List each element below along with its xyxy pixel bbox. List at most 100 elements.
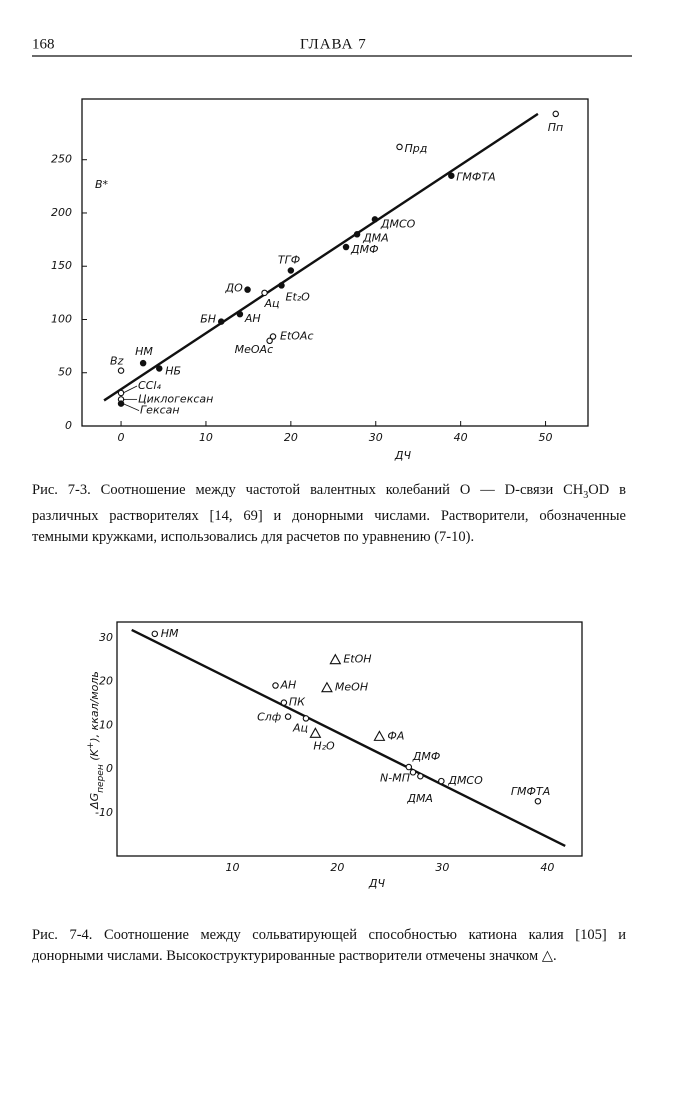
y-tick-label: 30 <box>99 631 113 644</box>
point-label: Ац <box>292 721 308 734</box>
point-filled <box>139 359 147 367</box>
point-open <box>266 337 273 345</box>
point-open <box>396 143 403 151</box>
y-tick-label: 20 <box>99 675 113 688</box>
x-axis-label: ДЧ <box>394 449 412 462</box>
point-label: ПК <box>289 696 306 709</box>
point-triangle <box>320 681 333 693</box>
x-tick-label: 50 <box>539 431 553 444</box>
point-filled <box>278 282 285 289</box>
y-axis-label-part: (K <box>88 748 101 764</box>
point-label: EtOH <box>343 653 371 666</box>
point-open <box>261 289 268 297</box>
point-label: ДМСО <box>447 774 483 787</box>
caption-text: OD в различных растворителях [14, 69] и … <box>32 482 626 545</box>
point-label: ФА <box>387 729 404 742</box>
point-open <box>269 333 277 340</box>
point-filled <box>353 231 361 238</box>
point-open <box>280 699 288 706</box>
point-label: ДМФ <box>350 243 379 256</box>
caption: Рис. 7-4. Соотношение между сольватирующ… <box>32 925 626 967</box>
y-tick-label: 10 <box>99 718 113 731</box>
y-axis-label: B* <box>95 178 109 191</box>
y-tick-label: 0 <box>65 419 72 432</box>
point-open <box>117 367 125 374</box>
point-open <box>151 630 159 638</box>
point-filled <box>244 286 251 293</box>
fit-line <box>103 112 539 402</box>
point-label: Ац <box>264 297 280 310</box>
point-open <box>409 769 417 776</box>
y-axis-label-part: ), ккал/моль <box>88 671 101 743</box>
x-tick-label: 10 <box>225 861 239 874</box>
y-axis-label-part: + <box>86 742 96 750</box>
y-tick-label: 150 <box>51 259 72 272</box>
point-open <box>117 389 125 397</box>
y-tick-label: 250 <box>51 153 72 166</box>
caption-text: Рис. 7-4. Соотношение между сольватирующ… <box>32 927 626 964</box>
point-label: НМ <box>135 345 153 358</box>
y-tick-label: -10 <box>95 806 113 819</box>
point-label: ТГФ <box>278 253 300 266</box>
point-open <box>405 763 413 771</box>
point-label: EtOAc <box>280 330 314 343</box>
point-label: CCl₄ <box>138 379 161 392</box>
point-open <box>552 110 559 118</box>
x-tick-label: 40 <box>540 861 554 874</box>
point-open <box>438 777 445 785</box>
point-triangle <box>329 653 342 665</box>
point-open <box>417 772 424 780</box>
x-tick-label: 20 <box>330 861 344 874</box>
point-label: ДМФ <box>412 750 441 763</box>
point-filled <box>217 318 225 325</box>
point-label: N-МП <box>380 771 410 784</box>
page-number: 168 <box>32 36 55 52</box>
point-label: АН <box>279 679 296 692</box>
point-label: БН <box>200 313 216 326</box>
x-tick-label: 0 <box>118 431 125 444</box>
point-label: Прд <box>405 142 428 155</box>
chapter-title: ГЛАВА 7 <box>300 36 367 52</box>
y-tick-label: 50 <box>58 366 72 379</box>
point-filled <box>236 310 244 318</box>
leader-line <box>122 403 140 411</box>
point-open <box>534 797 542 805</box>
point-label: ДМА <box>362 231 389 244</box>
point-open <box>272 682 279 689</box>
y-tick-label: 200 <box>51 206 72 219</box>
point-triangle <box>373 730 386 741</box>
point-label: Слф <box>257 711 281 724</box>
point-label: ДО <box>225 282 244 295</box>
point-filled <box>156 365 163 372</box>
fit-line <box>131 628 566 847</box>
point-filled <box>117 400 125 407</box>
y-tick-label: 100 <box>51 312 72 325</box>
point-label: Et₂O <box>286 290 311 303</box>
point-label: ГМФТА <box>456 171 495 184</box>
point-label: НБ <box>165 364 181 377</box>
y-axis-label-part: ΔG <box>88 793 101 810</box>
caption-text: Рис. 7-3. Соотношение между частотой вал… <box>32 482 584 498</box>
x-tick-label: 20 <box>284 431 298 444</box>
point-label: MeOH <box>335 681 368 694</box>
point-open <box>284 713 292 720</box>
point-label: Циклогексан <box>138 392 213 405</box>
point-filled <box>371 216 379 223</box>
point-filled <box>287 267 295 274</box>
caption-text: 3 <box>583 489 589 501</box>
x-tick-label: 30 <box>435 861 449 874</box>
point-filled <box>448 172 455 179</box>
point-label: Гексан <box>140 404 180 417</box>
x-axis-label: ДЧ <box>368 877 386 890</box>
point-label: ДМСО <box>380 217 416 230</box>
point-open <box>302 715 310 722</box>
x-tick-label: 40 <box>454 431 468 444</box>
point-label: НМ <box>161 627 179 640</box>
x-tick-label: 10 <box>199 431 213 444</box>
point-filled <box>342 243 350 251</box>
plot-frame <box>116 621 583 857</box>
point-label: H₂O <box>313 739 335 752</box>
leader-line <box>122 385 138 394</box>
